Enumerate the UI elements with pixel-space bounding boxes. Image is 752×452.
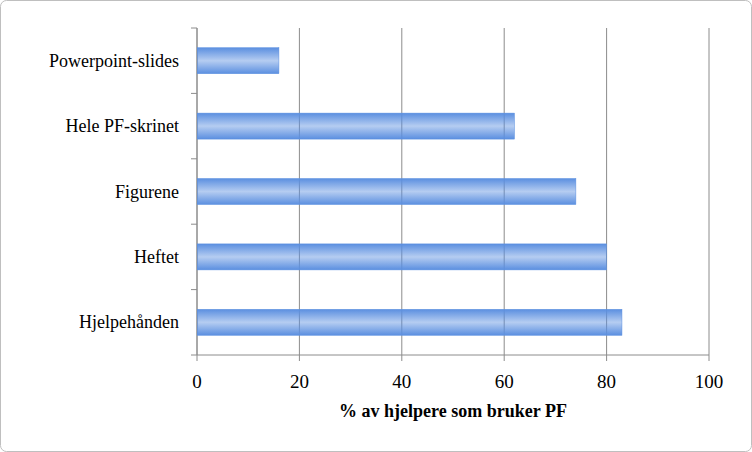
tick-label: 40 (392, 371, 411, 392)
tick-label: 100 (695, 371, 724, 392)
category-label: Heftet (134, 247, 179, 267)
tick-mark (401, 355, 402, 361)
x-axis-label: % av hjelpere som bruker PF (339, 401, 567, 421)
chart-border (1, 1, 752, 452)
tick-label: 20 (290, 371, 309, 392)
bar (197, 179, 576, 205)
bar (197, 244, 607, 270)
category-tick (191, 158, 197, 159)
category-tick (191, 93, 197, 94)
category-label: Hele PF-skrinet (66, 116, 179, 136)
category-tick (191, 289, 197, 290)
tick-mark (197, 355, 198, 361)
grid-line (709, 28, 710, 355)
bar (197, 309, 622, 335)
bars (197, 48, 622, 336)
tick-mark (299, 355, 300, 361)
bar (197, 48, 279, 74)
category-label: Hjelpehånden (79, 312, 179, 332)
bar (197, 113, 514, 139)
tick-mark (709, 355, 710, 361)
category-tick (191, 224, 197, 225)
category-label: Powerpoint-slides (49, 51, 179, 71)
category-tick (191, 355, 197, 356)
tick-label: 60 (495, 371, 514, 392)
tick-label: 80 (597, 371, 616, 392)
tick-mark (504, 355, 505, 361)
category-tick (191, 28, 197, 29)
category-label: Figurene (115, 182, 179, 202)
tick-mark (606, 355, 607, 361)
chart: 0 20 40 60 80 100 Powerpoint-slides Hele PF-skr… (0, 0, 752, 452)
grid-line (606, 28, 607, 355)
x-axis (197, 355, 709, 356)
tick-label: 0 (192, 371, 202, 392)
